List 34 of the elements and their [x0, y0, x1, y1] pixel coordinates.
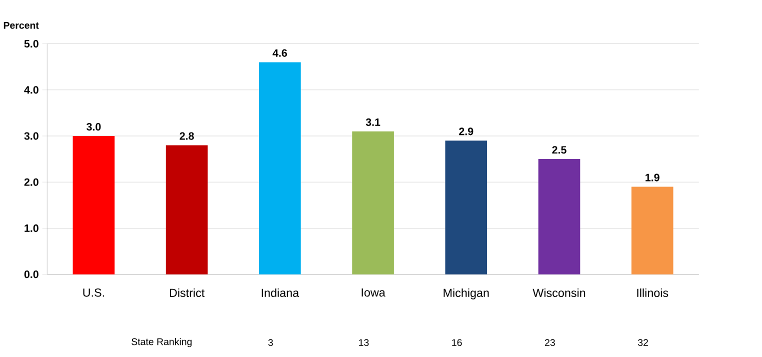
y-axis-title: Percent	[4, 22, 39, 29]
y-tick-label: 2.0	[24, 178, 38, 186]
y-tick-label: 4.0	[24, 86, 38, 94]
text: 3	[268, 339, 273, 346]
y-tick-label: 3.0	[24, 132, 38, 140]
x-tick-label: U.S.	[83, 288, 104, 297]
bar	[72, 136, 115, 274]
y-tick-label: 1.0	[24, 224, 38, 232]
data-label: 2.9	[459, 128, 474, 136]
bar	[538, 159, 580, 274]
data-label: 4.6	[272, 49, 287, 57]
x-tick-label: Iowa	[362, 288, 386, 297]
bar	[352, 131, 394, 274]
y-tick-label: 5.0	[24, 40, 38, 48]
text: 32	[638, 339, 648, 346]
bar	[166, 145, 208, 274]
bar	[259, 62, 301, 274]
data-label: 3.1	[366, 118, 380, 126]
text: 16	[452, 339, 462, 346]
x-tick-label: Illinois	[637, 288, 668, 298]
data-label: 3.0	[86, 123, 101, 131]
data-label: 2.8	[180, 132, 194, 140]
x-tick-label: Michigan	[444, 288, 489, 300]
y-tick-label: 0.0	[24, 270, 38, 278]
data-label: 2.5	[552, 146, 566, 154]
x-tick-label: Wisconsin	[532, 288, 586, 298]
data-label: 1.9	[646, 174, 660, 182]
x-tick-label: District	[170, 288, 205, 298]
text: 23	[545, 339, 555, 346]
bar	[631, 186, 674, 274]
x-tick-label: Indiana	[262, 288, 300, 298]
text: State Ranking	[132, 338, 192, 348]
text: 13	[359, 339, 369, 346]
bar	[445, 140, 488, 274]
